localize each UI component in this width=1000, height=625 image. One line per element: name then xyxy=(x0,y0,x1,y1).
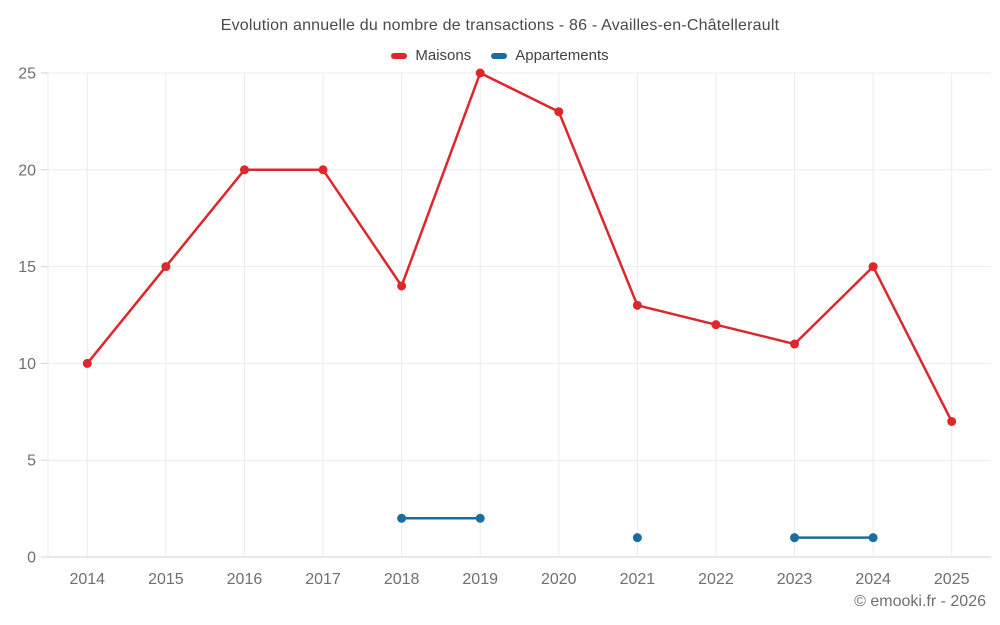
chart-legend: Maisons Appartements xyxy=(0,47,1000,64)
y-axis-tick-label: 20 xyxy=(18,162,36,179)
appartements-data-point[interactable] xyxy=(397,513,407,523)
legend-item-appartements[interactable]: Appartements xyxy=(491,47,609,64)
maisons-data-point[interactable] xyxy=(82,358,92,368)
maisons-data-point[interactable] xyxy=(239,165,249,175)
y-axis-tick-label: 25 xyxy=(18,66,36,83)
appartements-data-point[interactable] xyxy=(868,533,878,543)
y-axis-tick-label: 10 xyxy=(18,356,36,373)
y-axis-tick-label: 0 xyxy=(27,550,36,567)
appartements-data-point[interactable] xyxy=(790,533,800,543)
x-axis-tick-label: 2019 xyxy=(462,571,498,588)
appartements-legend-label: Appartements xyxy=(515,47,609,64)
x-axis-tick-label: 2018 xyxy=(384,571,420,588)
appartements-data-point[interactable] xyxy=(475,513,485,523)
maisons-data-point[interactable] xyxy=(554,107,564,117)
maisons-legend-swatch-icon xyxy=(391,52,408,59)
maisons-data-point[interactable] xyxy=(947,416,957,426)
x-axis-tick-label: 2016 xyxy=(227,571,263,588)
x-axis-tick-label: 2022 xyxy=(698,571,734,588)
maisons-data-point[interactable] xyxy=(475,68,485,78)
maisons-data-point[interactable] xyxy=(161,262,171,272)
chart-title: Evolution annuelle du nombre de transact… xyxy=(220,17,780,34)
x-axis-tick-label: 2015 xyxy=(148,571,184,588)
maisons-data-point[interactable] xyxy=(632,300,642,310)
maisons-data-point[interactable] xyxy=(868,262,878,272)
watermark: © emooki.fr - 2026 xyxy=(854,593,986,610)
x-axis-tick-label: 2020 xyxy=(541,571,577,588)
x-axis-tick-label: 2025 xyxy=(934,571,970,588)
x-axis-tick-label: 2021 xyxy=(620,571,656,588)
appartements-data-point[interactable] xyxy=(632,533,642,543)
x-axis-tick-label: 2017 xyxy=(305,571,341,588)
legend-item-maisons[interactable]: Maisons xyxy=(391,47,471,64)
x-axis-tick-label: 2023 xyxy=(777,571,813,588)
y-axis-tick-label: 5 xyxy=(27,453,36,470)
maisons-data-point[interactable] xyxy=(790,339,800,349)
y-axis-tick-label: 15 xyxy=(18,259,36,276)
appartements-legend-swatch-icon xyxy=(491,52,508,59)
maisons-data-point[interactable] xyxy=(397,281,407,291)
maisons-line xyxy=(86,71,953,423)
maisons-data-point[interactable] xyxy=(711,320,721,330)
x-axis-tick-label: 2014 xyxy=(69,571,105,588)
maisons-data-point[interactable] xyxy=(318,165,328,175)
x-axis-tick-label: 2024 xyxy=(855,571,891,588)
maisons-legend-label: Maisons xyxy=(415,47,472,64)
